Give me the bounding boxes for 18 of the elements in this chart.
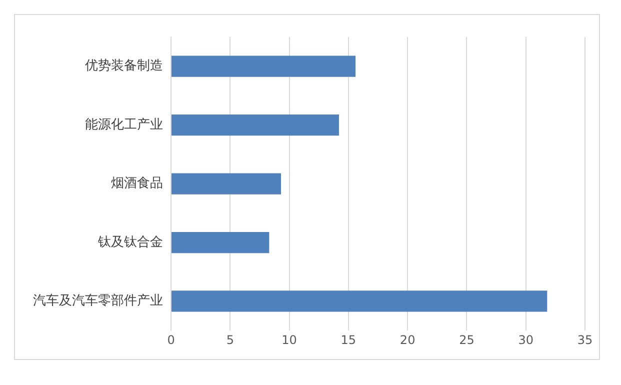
- bar: [172, 114, 339, 136]
- x-tick-label: 10: [282, 332, 297, 347]
- y-tick-label: 钛及钛合金: [97, 234, 163, 250]
- x-tick-label: 0: [167, 332, 175, 347]
- x-tick-label: 5: [226, 332, 234, 347]
- y-tick-label: 汽车及汽车零部件产业: [33, 294, 163, 309]
- y-tick-label: 能源化工产业: [85, 117, 163, 132]
- bar: [172, 173, 282, 194]
- bar: [172, 290, 548, 312]
- bar: [172, 56, 356, 77]
- x-tick-label: 30: [518, 332, 534, 347]
- x-tick-label: 20: [400, 332, 416, 347]
- y-tick-label: 烟酒食品: [111, 176, 163, 192]
- bar: [172, 232, 270, 254]
- x-tick-label: 35: [577, 332, 593, 347]
- x-tick-label: 15: [340, 332, 356, 347]
- x-tick-label: 25: [459, 332, 474, 347]
- y-tick-label: 优势装备制造: [85, 58, 163, 74]
